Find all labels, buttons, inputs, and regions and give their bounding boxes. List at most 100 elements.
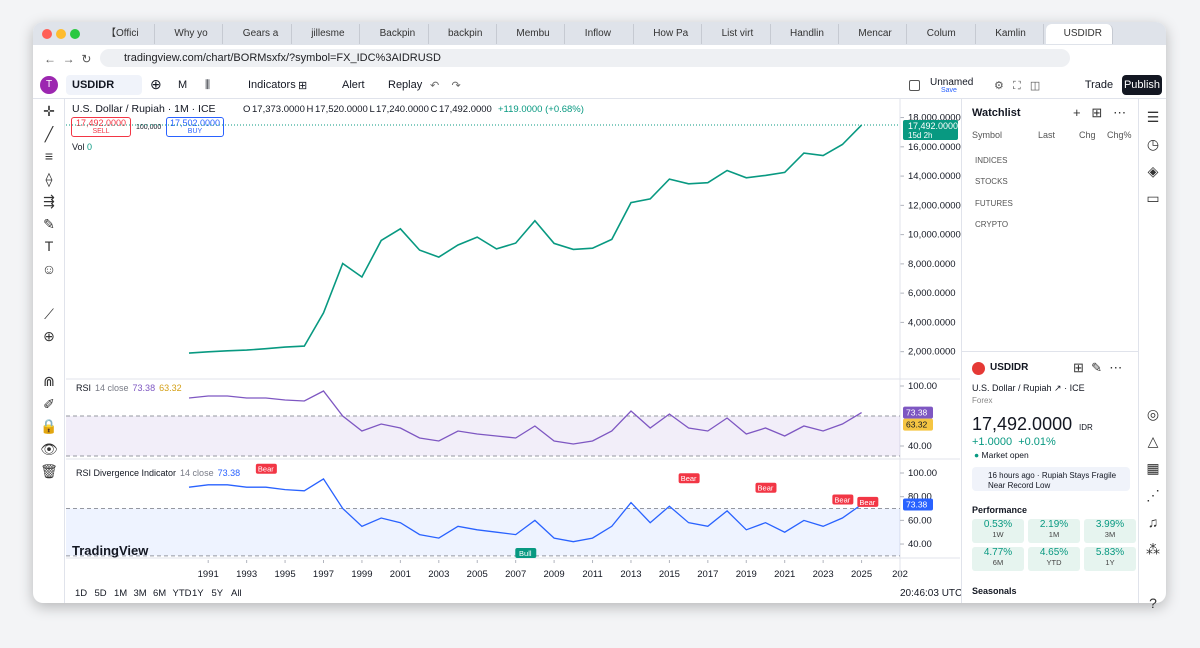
perf-period: YTD [1046, 558, 1062, 567]
perf-value: 4.65% [1039, 547, 1069, 558]
div-value-box [903, 498, 933, 511]
detail-actions[interactable]: ⊞ ✎ ⋯ [1073, 360, 1123, 375]
perf-value: 0.53% [983, 519, 1013, 530]
timeframe[interactable]: 1M [114, 588, 128, 599]
y-tick-label: 80.00 [908, 492, 932, 503]
signal-label [678, 473, 700, 484]
timeframe[interactable]: 3M [133, 588, 147, 599]
tab[interactable]: Membu [498, 24, 566, 44]
watchlist-title[interactable]: Watchlist [972, 107, 1021, 119]
tab[interactable]: Why yo [156, 24, 224, 44]
rsi-band [66, 416, 900, 456]
minimize-button[interactable] [56, 29, 66, 39]
x-tick-label: 2007 [505, 569, 526, 580]
compare-button[interactable]: ⊕ [150, 76, 162, 92]
avatar[interactable]: T [40, 76, 58, 94]
checkbox[interactable] [909, 80, 920, 91]
last-price-box [903, 119, 958, 140]
watchlist-column: Symbol [972, 130, 1003, 140]
tab[interactable]: backpin [430, 24, 497, 44]
layout-name[interactable]: Unnamed [930, 77, 974, 88]
rsi-ma-box [903, 418, 933, 431]
y-tick-label: 10,000.0000 [908, 230, 961, 241]
pane-title: RSI Divergence Indicator [76, 468, 176, 478]
sell-button[interactable]: 17,492.0000 SELL [71, 117, 131, 137]
div-value-label: 73.38 [906, 500, 928, 510]
y-tick-label: 14,000.0000 [908, 171, 961, 182]
address-bar[interactable]: tradingview.com/chart/BORMsxfx/?symbol=F… [100, 49, 1070, 67]
y-tick-label: 4,000.0000 [908, 317, 956, 328]
tab[interactable]: USDIDR [1045, 24, 1113, 44]
replay-button[interactable]: Replay [388, 79, 423, 91]
tab[interactable]: 【Offici [88, 24, 155, 44]
perf-value: 5.83% [1095, 547, 1125, 558]
timeframe[interactable]: YTD [172, 588, 192, 599]
timeframe[interactable]: 5Y [211, 588, 224, 599]
tab[interactable]: Gears a [225, 24, 292, 44]
publish-button[interactable]: Publish [1122, 75, 1162, 95]
divider [961, 99, 962, 603]
indicators-button[interactable]: Indicators [248, 79, 296, 91]
vol-title: Vol [72, 142, 85, 152]
zoom-button[interactable] [70, 29, 80, 39]
watchlist-actions[interactable]: + ⊞ ⋯ [1073, 105, 1127, 120]
sell-label: SELL [92, 128, 110, 135]
x-tick-label: 2013 [620, 569, 641, 580]
performance-cell: 0.53% 1W [972, 519, 1024, 543]
close-button[interactable] [42, 29, 52, 39]
toolbar-icons[interactable]: ⚙ ⛶ ◫ [994, 80, 1041, 92]
tab[interactable]: Colum [909, 24, 976, 44]
symbol-title: U.S. Dollar / Rupiah · 1M · ICE [72, 103, 216, 115]
seasonals-title: Seasonals [972, 586, 1017, 596]
alert-button[interactable]: Alert [342, 79, 365, 91]
tab[interactable]: Backpin [362, 24, 429, 44]
pane-title: RSI [76, 383, 91, 393]
watchlist-group[interactable]: STOCKS [975, 177, 1008, 187]
chart-type-icon[interactable]: ⫼ [205, 79, 211, 91]
timeframe[interactable]: 1D [75, 588, 88, 599]
timeframe[interactable]: 5D [94, 588, 107, 599]
y-tick-label: 12,000.0000 [908, 200, 961, 211]
spread: 100,000 [136, 124, 162, 131]
tab[interactable]: How Pa [635, 24, 703, 44]
timeframe[interactable]: 6M [153, 588, 167, 599]
news-item[interactable]: 16 hours ago · Rupiah Stays Fragile Near… [972, 467, 1130, 491]
signal-text: Bear [859, 498, 875, 507]
nav-buttons[interactable]: ← → ↻ [44, 52, 92, 66]
trade-button[interactable]: Trade [1084, 79, 1114, 91]
tab[interactable]: Mencar [840, 24, 908, 44]
right-icons[interactable]: ☰ ◷ ◈ ▭ ◎ △ ▦ ⋰ ♫ ⁂? [1146, 109, 1160, 611]
buy-button[interactable]: 17,502.0000 BUY [166, 117, 224, 137]
vol-value: 0 [87, 142, 93, 152]
symbol-search[interactable]: USDIDR [66, 75, 142, 95]
tab[interactable]: Inflow [567, 24, 634, 44]
watchlist-group[interactable]: CRYPTO [975, 219, 1009, 229]
performance-cell: 4.77% 6M [972, 547, 1024, 571]
x-tick-label: 2025 [851, 569, 872, 580]
perf-value: 2.19% [1039, 519, 1069, 530]
x-tick-label: 2009 [544, 569, 565, 580]
tab[interactable]: Handlin [772, 24, 839, 44]
performance-cell: 2.19% 1M [1028, 519, 1080, 543]
interval[interactable]: M [178, 79, 188, 91]
tab[interactable]: Kamlin [977, 24, 1045, 44]
watchlist-group[interactable]: FUTURES [975, 198, 1013, 208]
tab[interactable]: List virt [704, 24, 771, 44]
performance-title: Performance [972, 505, 1028, 515]
divergence-line [188, 478, 862, 543]
watchlist-group[interactable]: INDICES [975, 156, 1008, 165]
timeframe[interactable]: All [231, 588, 242, 599]
signal-label [832, 494, 854, 505]
timeframe[interactable]: 1Y [192, 588, 204, 599]
undo-redo[interactable]: ↶ ↷ [430, 80, 461, 92]
templates-icon[interactable]: ⊞ [298, 80, 308, 92]
pane-params: 14 close [180, 468, 214, 478]
performance-cell: 4.65% YTD [1028, 547, 1080, 571]
tab[interactable]: jillesme [293, 24, 361, 44]
detail-name: U.S. Dollar / Rupiah ↗ · ICE [972, 383, 1085, 393]
save-label[interactable]: Save [941, 87, 957, 94]
change: +119.0000 (+0.68%) [498, 104, 584, 115]
drawing-tools[interactable]: ✛ ╱ ≡ ⟠ ⇶ ✎ T ☺ ⟋ ⊕ ⋒ ✐ 🔒 👁 🗑 [40, 103, 58, 479]
detail-symbol: USDIDR [990, 362, 1029, 373]
tab-bar [33, 22, 1166, 45]
